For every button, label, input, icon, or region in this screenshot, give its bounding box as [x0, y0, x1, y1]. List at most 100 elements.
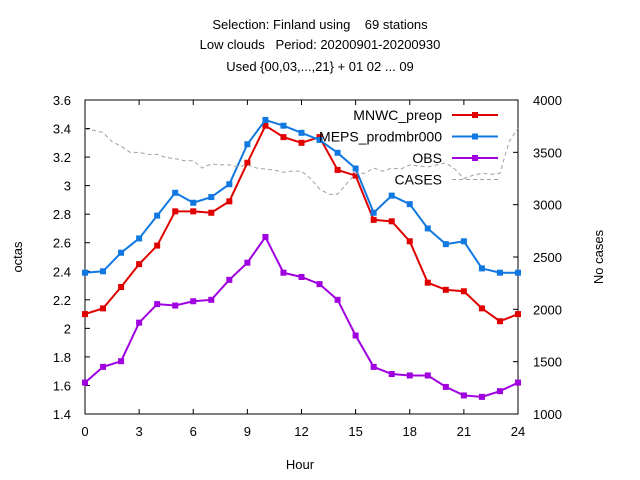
- data-point-obs: [388, 371, 395, 378]
- data-point-meps-prodmbr000: [496, 269, 503, 276]
- y2-tick-label: 3500: [533, 145, 562, 160]
- data-point-mnwc-preop: [154, 242, 161, 249]
- data-point-obs: [316, 281, 323, 288]
- data-point-meps-prodmbr000: [208, 194, 215, 201]
- legend-label-mnwc-preop: MNWC_preop: [353, 107, 442, 123]
- data-point-obs: [298, 273, 305, 280]
- x-tick-label: 12: [294, 424, 308, 439]
- y-tick-label: 2.4: [53, 264, 71, 279]
- legend-marker-obs: [472, 155, 478, 161]
- data-point-mnwc-preop: [388, 218, 395, 225]
- data-point-mnwc-preop: [334, 166, 341, 173]
- data-point-mnwc-preop: [262, 122, 269, 129]
- data-point-meps-prodmbr000: [334, 149, 341, 156]
- y2-tick-label: 1500: [533, 355, 562, 370]
- data-point-mnwc-preop: [82, 311, 88, 318]
- data-point-mnwc-preop: [190, 208, 197, 215]
- data-point-mnwc-preop: [460, 288, 467, 295]
- data-point-meps-prodmbr000: [154, 212, 161, 219]
- data-point-meps-prodmbr000: [190, 199, 197, 206]
- x-tick-label: 9: [244, 424, 251, 439]
- data-point-mnwc-preop: [424, 279, 431, 286]
- data-point-mnwc-preop: [172, 208, 179, 215]
- data-point-meps-prodmbr000: [172, 189, 179, 196]
- data-point-meps-prodmbr000: [442, 241, 449, 248]
- data-point-obs: [442, 383, 449, 390]
- y2-tick-label: 3000: [533, 198, 562, 213]
- y-tick-label: 2: [64, 321, 71, 336]
- data-point-obs: [424, 372, 431, 379]
- x-tick-label: 24: [511, 424, 525, 439]
- data-point-obs: [136, 319, 143, 326]
- y-tick-label: 1.4: [53, 407, 71, 422]
- series-line-cases: [84, 127, 519, 195]
- data-point-mnwc-preop: [478, 305, 485, 312]
- data-point-mnwc-preop: [442, 286, 449, 293]
- data-point-mnwc-preop: [118, 283, 125, 290]
- legend-label-cases: CASES: [395, 172, 442, 188]
- y-tick-label: 3: [64, 179, 71, 194]
- data-point-mnwc-preop: [352, 172, 359, 179]
- data-point-mnwc-preop: [515, 311, 521, 318]
- chart-title-line-1: Selection: Finland using 69 stations: [212, 17, 428, 32]
- y-tick-label: 3.4: [53, 122, 71, 137]
- y-tick-label: 1.8: [53, 350, 71, 365]
- data-point-meps-prodmbr000: [118, 249, 125, 256]
- data-point-mnwc-preop: [370, 216, 377, 223]
- data-point-meps-prodmbr000: [352, 165, 359, 172]
- y2-tick-label: 2500: [533, 250, 562, 265]
- y-axis-label: octas: [10, 241, 25, 273]
- y-tick-label: 2.6: [53, 236, 71, 251]
- y-tick-label: 1.6: [53, 378, 71, 393]
- data-point-obs: [280, 269, 287, 276]
- data-point-meps-prodmbr000: [478, 265, 485, 272]
- data-point-obs: [334, 296, 341, 303]
- data-point-obs: [460, 392, 467, 399]
- data-point-mnwc-preop: [100, 305, 107, 312]
- y2-tick-label: 2000: [533, 302, 562, 317]
- data-point-mnwc-preop: [496, 318, 503, 325]
- data-point-meps-prodmbr000: [370, 209, 377, 216]
- data-point-obs: [208, 296, 215, 303]
- data-point-mnwc-preop: [208, 209, 215, 216]
- y2-axis-label: No cases: [591, 229, 606, 284]
- data-point-meps-prodmbr000: [280, 122, 287, 129]
- data-point-obs: [100, 363, 107, 370]
- x-tick-label: 21: [457, 424, 471, 439]
- data-point-meps-prodmbr000: [388, 192, 395, 199]
- data-point-obs: [262, 234, 269, 241]
- data-point-obs: [118, 358, 125, 365]
- data-point-mnwc-preop: [406, 238, 413, 245]
- data-point-obs: [82, 379, 88, 386]
- legend-label-obs: OBS: [412, 150, 442, 166]
- data-point-mnwc-preop: [136, 261, 143, 268]
- y-tick-label: 2.8: [53, 207, 71, 222]
- legend-label-meps-prodmbr000: MEPS_prodmbr000: [319, 129, 442, 145]
- y2-tick-label: 4000: [533, 93, 562, 108]
- data-point-meps-prodmbr000: [100, 268, 107, 275]
- data-point-meps-prodmbr000: [406, 201, 413, 208]
- chart-title-line-2: Low clouds Period: 20200901-20200930: [199, 37, 441, 52]
- data-point-obs: [226, 276, 233, 283]
- y-tick-label: 3.2: [53, 150, 71, 165]
- x-axis-label: Hour: [286, 457, 315, 472]
- legend-marker-mnwc-preop: [472, 112, 478, 118]
- data-point-meps-prodmbr000: [82, 269, 88, 276]
- data-point-mnwc-preop: [280, 134, 287, 141]
- data-point-meps-prodmbr000: [136, 235, 143, 242]
- data-point-mnwc-preop: [298, 139, 305, 146]
- data-point-obs: [496, 388, 503, 395]
- y-tick-label: 3.6: [53, 93, 71, 108]
- data-point-meps-prodmbr000: [298, 129, 305, 136]
- data-point-mnwc-preop: [226, 198, 233, 205]
- data-point-obs: [172, 302, 179, 309]
- y-tick-label: 2.2: [53, 293, 71, 308]
- x-tick-label: 15: [348, 424, 362, 439]
- data-point-obs: [478, 393, 485, 400]
- data-point-meps-prodmbr000: [316, 136, 323, 143]
- data-point-obs: [244, 259, 251, 266]
- data-point-obs: [190, 298, 197, 305]
- x-tick-label: 0: [81, 424, 88, 439]
- data-point-meps-prodmbr000: [262, 116, 269, 123]
